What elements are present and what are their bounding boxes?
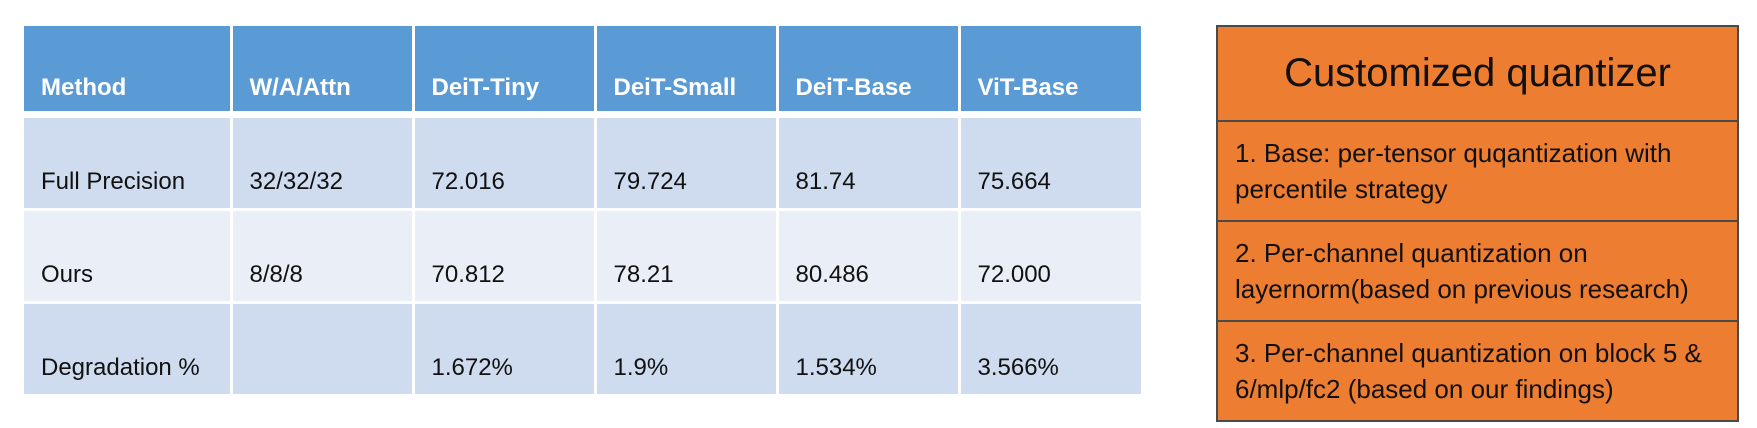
table-cell: 32/32/32: [231, 114, 415, 211]
table-cell: 70.812: [413, 209, 597, 304]
column-header-deit-small: DeiT-Small: [595, 26, 779, 118]
table-cell: 3.566%: [959, 302, 1141, 394]
column-header-deit-tiny: DeiT-Tiny: [413, 26, 597, 118]
results-table: Method W/A/Attn DeiT-Tiny DeiT-Small Dei…: [24, 26, 1141, 394]
table-cell: 8/8/8: [231, 209, 415, 304]
table-cell: 80.486: [777, 209, 961, 304]
table-cell: 78.21: [595, 209, 779, 304]
table-cell: 72.000: [959, 209, 1141, 304]
column-header-bitwidth: W/A/Attn: [231, 26, 415, 118]
column-header-deit-base: DeiT-Base: [777, 26, 961, 118]
table-cell: [231, 302, 415, 394]
table-cell: Degradation %: [24, 302, 233, 394]
table-cell: Ours: [24, 209, 233, 304]
table-cell: 81.74: [777, 114, 961, 211]
column-header-method: Method: [24, 26, 233, 118]
quantizer-title: Customized quantizer: [1218, 27, 1737, 122]
table-cell: 72.016: [413, 114, 597, 211]
quantizer-item-mlp-fc2: 3. Per-channel quantization on block 5 &…: [1235, 338, 1702, 404]
table-row-full-precision: Full Precision 32/32/32 72.016 79.724 81…: [24, 114, 1141, 211]
table-row-ours: Ours 8/8/8 70.812 78.21 80.486 72.000: [24, 209, 1141, 304]
table-cell: 1.9%: [595, 302, 779, 394]
table-cell: 1.534%: [777, 302, 961, 394]
table-row-degradation: Degradation % 1.672% 1.9% 1.534% 3.566%: [24, 302, 1141, 394]
quantizer-item-base: 1. Base: per-tensor quqantization with p…: [1218, 122, 1737, 222]
column-header-vit-base: ViT-Base: [959, 26, 1141, 118]
table-cell: 79.724: [595, 114, 779, 211]
table-cell: Full Precision: [24, 114, 233, 211]
table-cell: 75.664: [959, 114, 1141, 211]
table-header-row: Method W/A/Attn DeiT-Tiny DeiT-Small Dei…: [24, 26, 1141, 118]
quantizer-panel: Customized quantizer 1. Base: per-tensor…: [1216, 25, 1739, 422]
quantizer-item-layernorm: 2. Per-channel quantization on layernorm…: [1218, 222, 1737, 322]
table-cell: 1.672%: [413, 302, 597, 394]
